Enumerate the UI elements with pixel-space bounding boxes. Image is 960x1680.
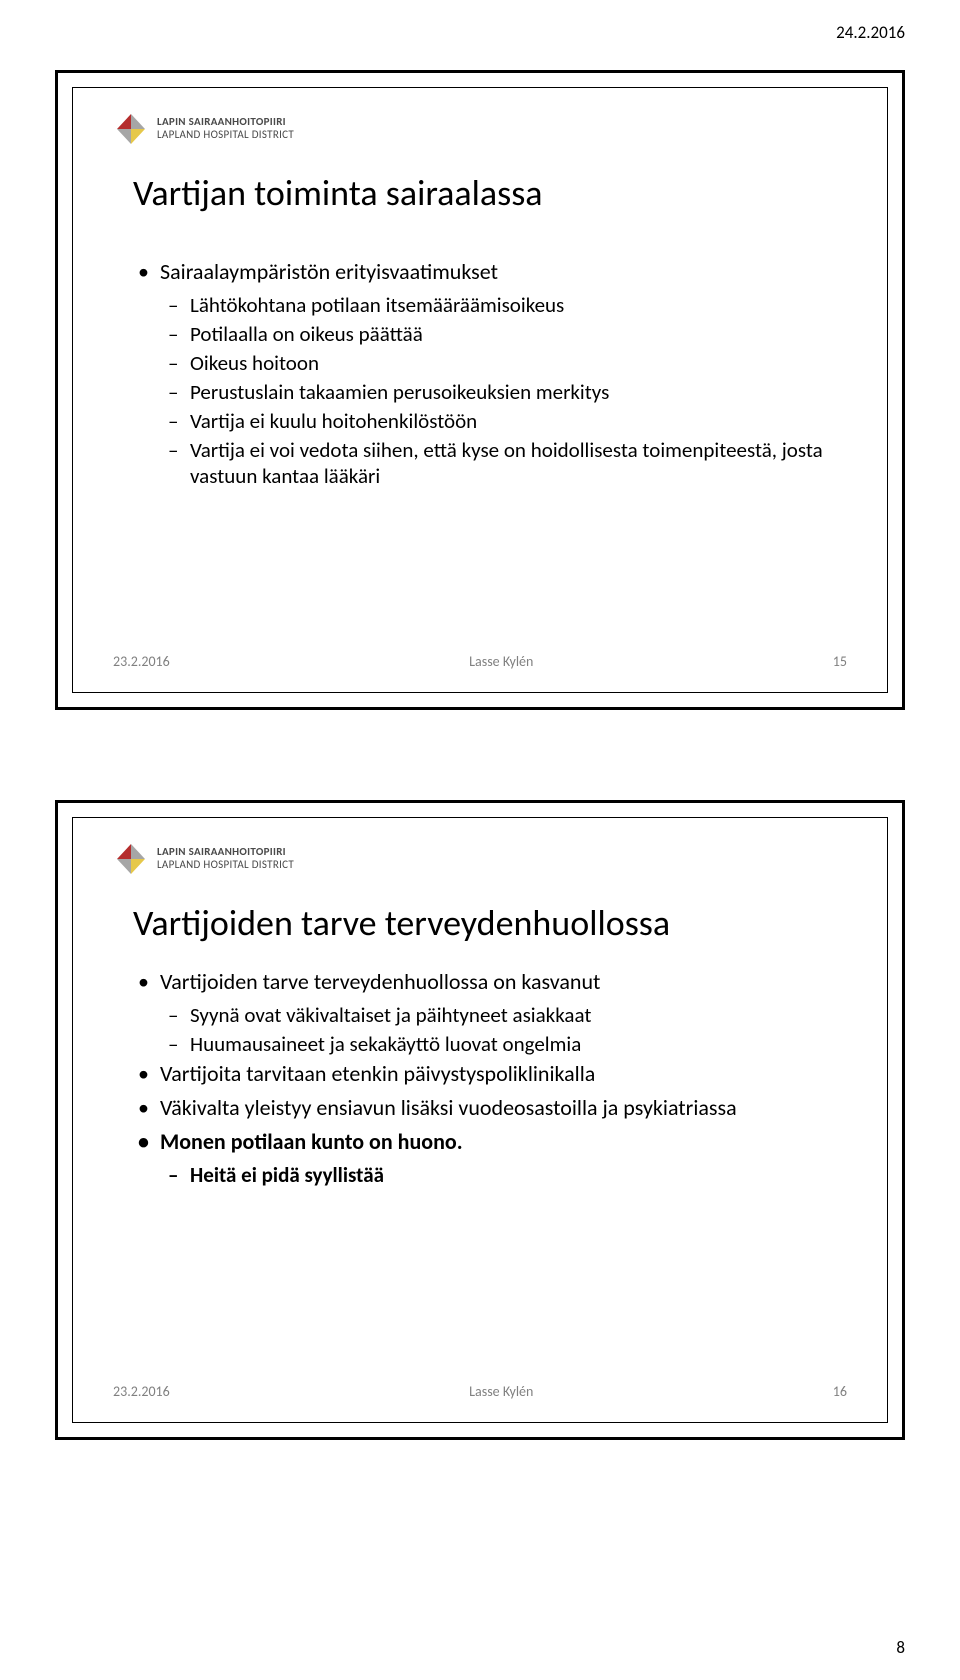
list-item: Huumausaineet ja sekakäyttö luovat ongel… [138,1031,832,1058]
logo-text: LAPIN SAIRAANHOITOPIIRI LAPLAND HOSPITAL… [157,846,294,871]
page-header-date: 24.2.2016 [836,22,905,43]
list-item: Vartija ei voi vedota siihen, että kyse … [138,437,832,491]
logo-line2: LAPLAND HOSPITAL DISTRICT [157,859,294,872]
list-item: Monen potilaan kunto on huono. [138,1128,832,1156]
slide1-content: Sairaalaympäristön erityisvaatimukset Lä… [138,258,832,492]
list-item: Heitä ei pidä syyllistää [138,1162,832,1189]
list-item: Vartija ei kuulu hoitohenkilöstöön [138,408,832,435]
logo-mark-icon [113,842,149,876]
list-item: Potilaalla on oikeus päättää [138,321,832,348]
logo-mark-icon [113,112,149,146]
slide1-title: Vartijan toiminta sairaalassa [133,173,827,214]
list-item: Lähtökohtana potilaan itsemääräämisoikeu… [138,292,832,319]
list-item: Vartijoita tarvitaan etenkin päivystyspo… [138,1060,832,1088]
slide2-content: Vartijoiden tarve terveydenhuollossa on … [138,968,832,1191]
footer-author: Lasse Kylén [469,653,533,670]
logo-text: LAPIN SAIRAANHOITOPIIRI LAPLAND HOSPITAL… [157,116,294,141]
slide2-title: Vartijoiden tarve terveydenhuollossa [133,903,827,944]
slide-2: LAPIN SAIRAANHOITOPIIRI LAPLAND HOSPITAL… [55,800,905,1440]
list-item: Vartijoiden tarve terveydenhuollossa on … [138,968,832,996]
footer-author: Lasse Kylén [469,1383,533,1400]
slide2-footer: 23.2.2016 Lasse Kylén 16 [113,1383,847,1400]
logo-line2: LAPLAND HOSPITAL DISTRICT [157,129,294,142]
list-item: Oikeus hoitoon [138,350,832,377]
logo: LAPIN SAIRAANHOITOPIIRI LAPLAND HOSPITAL… [113,842,294,876]
slide1-footer: 23.2.2016 Lasse Kylén 15 [113,653,847,670]
slide-inner-frame: LAPIN SAIRAANHOITOPIIRI LAPLAND HOSPITAL… [72,817,888,1423]
list-item: Syynä ovat väkivaltaiset ja päihtyneet a… [138,1002,832,1029]
page-footer-number: 8 [896,1637,905,1658]
footer-slidenum: 15 [833,653,847,670]
footer-slidenum: 16 [833,1383,847,1400]
slide-inner-frame: LAPIN SAIRAANHOITOPIIRI LAPLAND HOSPITAL… [72,87,888,693]
footer-date: 23.2.2016 [113,653,170,670]
list-item: Sairaalaympäristön erityisvaatimukset [138,258,832,286]
logo: LAPIN SAIRAANHOITOPIIRI LAPLAND HOSPITAL… [113,112,294,146]
slide-1: LAPIN SAIRAANHOITOPIIRI LAPLAND HOSPITAL… [55,70,905,710]
list-item: Väkivalta yleistyy ensiavun lisäksi vuod… [138,1094,832,1122]
footer-date: 23.2.2016 [113,1383,170,1400]
list-item: Perustuslain takaamien perusoikeuksien m… [138,379,832,406]
